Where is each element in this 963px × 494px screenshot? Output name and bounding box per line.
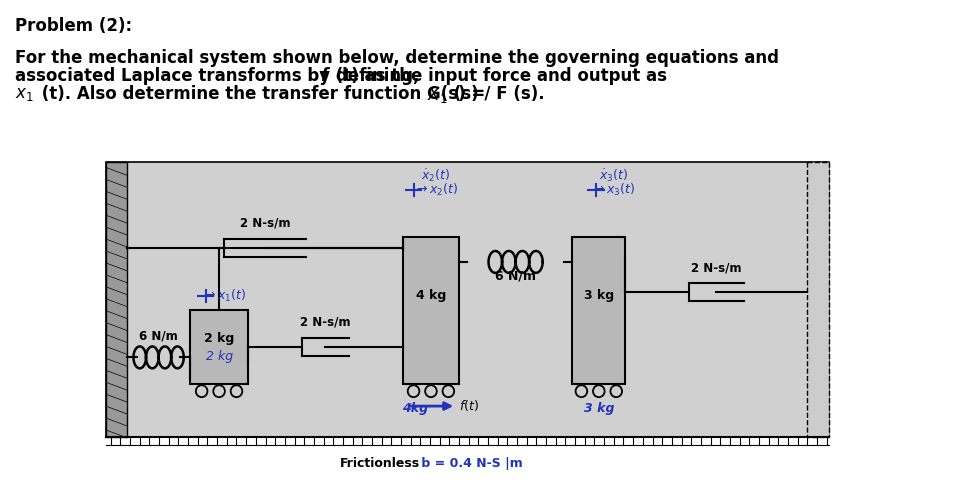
- Text: $f(t)$: $f(t)$: [459, 398, 479, 413]
- Text: $x_1$: $x_1$: [15, 85, 34, 103]
- Text: $\dot{x}_2(t)$: $\dot{x}_2(t)$: [421, 167, 451, 184]
- Text: 2 N-s/m: 2 N-s/m: [240, 216, 290, 229]
- Text: Problem (2):: Problem (2):: [15, 17, 132, 35]
- Text: 2 kg: 2 kg: [204, 332, 234, 345]
- Text: $\rightarrow x_1(t)$: $\rightarrow x_1(t)$: [202, 288, 246, 304]
- Text: $X_1$: $X_1$: [427, 85, 448, 105]
- Text: 6 N/m: 6 N/m: [140, 329, 178, 342]
- Text: $\dot{x}_3(t)$: $\dot{x}_3(t)$: [599, 167, 628, 184]
- Bar: [572, 237, 625, 384]
- Text: 4kg: 4kg: [402, 402, 429, 415]
- Text: f: f: [321, 67, 328, 85]
- Bar: [106, 163, 828, 437]
- Text: $\rightarrow x_3(t)$: $\rightarrow x_3(t)$: [591, 182, 636, 199]
- Bar: [106, 163, 127, 437]
- Text: associated Laplace transforms by defining,: associated Laplace transforms by definin…: [15, 67, 430, 85]
- Text: Frictionless: Frictionless: [340, 457, 420, 470]
- Text: b = 0.4 N-S |m: b = 0.4 N-S |m: [417, 457, 523, 470]
- Text: 2 kg: 2 kg: [205, 350, 233, 364]
- Text: 4 kg: 4 kg: [416, 289, 446, 302]
- Text: (t). Also determine the transfer function G(s) =: (t). Also determine the transfer functio…: [37, 85, 491, 103]
- Text: 3 kg: 3 kg: [584, 402, 614, 415]
- Text: 6 N/m: 6 N/m: [495, 270, 536, 283]
- Text: 2 N-s/m: 2 N-s/m: [300, 316, 351, 329]
- Text: For the mechanical system shown below, determine the governing equations and: For the mechanical system shown below, d…: [15, 49, 779, 67]
- Text: 3 kg: 3 kg: [584, 289, 613, 302]
- Text: 2 N-s/m: 2 N-s/m: [691, 262, 742, 275]
- Text: (t) as the input force and output as: (t) as the input force and output as: [330, 67, 667, 85]
- Bar: [190, 310, 248, 384]
- Bar: [807, 163, 828, 437]
- Text: $\rightarrow x_2(t)$: $\rightarrow x_2(t)$: [414, 182, 458, 199]
- Bar: [403, 237, 459, 384]
- Text: (s) / F (s).: (s) / F (s).: [449, 85, 545, 103]
